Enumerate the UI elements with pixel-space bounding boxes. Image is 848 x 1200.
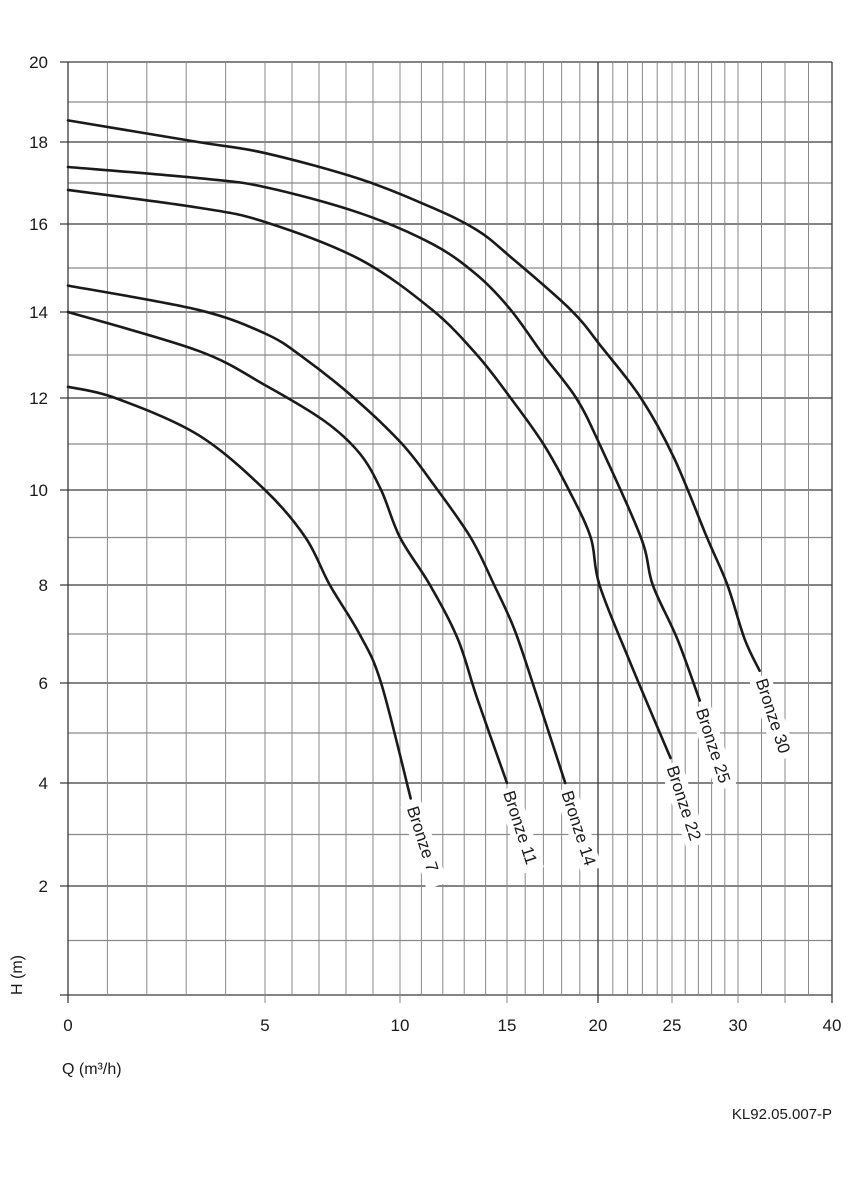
y-tick-label: 20	[29, 53, 48, 72]
series-label: Bronze 22	[659, 760, 708, 849]
x-tick-label: 25	[663, 1016, 682, 1035]
label-background	[689, 702, 737, 792]
y-tick-label: 8	[39, 576, 48, 595]
label-background	[400, 800, 448, 890]
series-line	[66, 385, 412, 800]
y-tick-label: 18	[29, 133, 48, 152]
label-background	[496, 785, 544, 874]
series-line	[66, 284, 567, 785]
x-tick-label: 10	[391, 1016, 410, 1035]
y-tick-label: 6	[39, 674, 48, 693]
tick-labels: 0 5 10 15 20 25 30 40 2 4 6 8 10 12 14 16 18 20	[29, 53, 841, 1035]
y-tick-label: 4	[39, 774, 48, 793]
x-tick-label: 40	[823, 1016, 842, 1035]
series-label-text: Bronze 7	[403, 804, 442, 875]
series-line	[66, 119, 761, 673]
series-label: Bronze 11	[496, 785, 544, 874]
x-tick-label: 0	[63, 1016, 72, 1035]
label-background	[554, 785, 603, 874]
series-label: Bronze 25	[689, 702, 737, 792]
x-tick-label: 15	[498, 1016, 517, 1035]
y-tick-label: 14	[29, 303, 48, 322]
curves	[66, 119, 761, 800]
series-line	[66, 165, 702, 702]
x-tick-label: 30	[729, 1016, 748, 1035]
series-line	[66, 188, 672, 760]
y-tick-label: 16	[29, 215, 48, 234]
x-tick-label: 5	[260, 1016, 269, 1035]
y-axis-label: H (m)	[9, 955, 26, 995]
series-labels: Bronze 7 Bronze 11 Bronze 14 Bronze 22Bronz…	[400, 672, 797, 890]
y-tick-label: 10	[29, 481, 48, 500]
y-tick-label: 2	[39, 877, 48, 896]
series-label-text: Bronze 30	[752, 676, 794, 756]
x-tick-label: 20	[589, 1016, 608, 1035]
y-tick-label: 12	[29, 389, 48, 408]
series-label-text: Bronze 14	[557, 788, 599, 868]
label-background	[659, 760, 708, 849]
x-axis-label: Q (m³/h)	[62, 1061, 122, 1078]
series-label: Bronze 7	[400, 800, 448, 890]
series-label-text: Bronze 11	[499, 788, 541, 866]
drawing-code: KL92.05.007-P	[732, 1106, 832, 1123]
label-background	[748, 672, 797, 762]
series-label: Bronze 30	[748, 672, 797, 762]
series-line	[66, 310, 509, 785]
